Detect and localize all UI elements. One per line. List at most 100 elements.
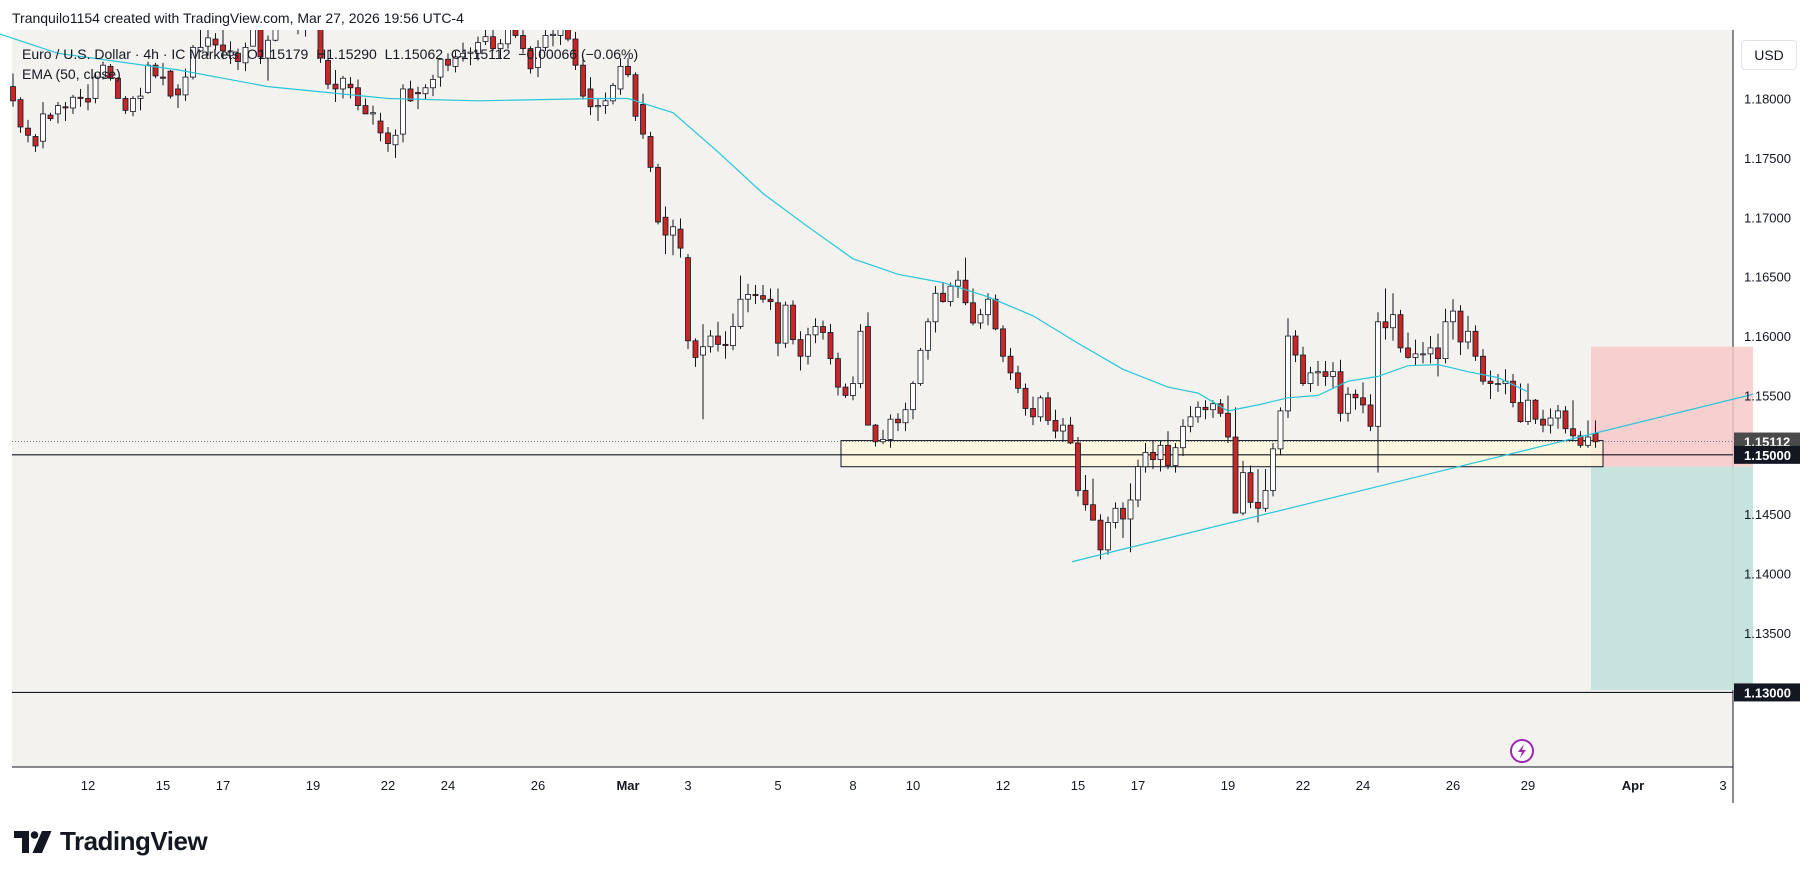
candle-up	[1555, 410, 1561, 419]
candle-down	[175, 88, 181, 96]
candle-up	[1412, 353, 1419, 358]
candle-down	[895, 418, 901, 424]
candle-up	[197, 46, 204, 52]
candle-down	[842, 386, 849, 396]
candle-up	[737, 298, 744, 327]
candle-up	[610, 84, 616, 102]
candle-down	[655, 166, 661, 223]
legend-change: −0.00066 (−0.06%)	[518, 46, 639, 62]
tradingview-logo-text: TradingView	[60, 826, 208, 856]
candle-down	[415, 92, 421, 95]
candle-up	[550, 33, 556, 36]
time-tick-label: Apr	[1622, 778, 1644, 793]
candle-up	[602, 100, 609, 106]
price-tick-label: 1.16000	[1744, 329, 1791, 344]
time-tick-label: 24	[1356, 778, 1370, 793]
candle-up	[190, 46, 196, 78]
candle-down	[1097, 519, 1104, 551]
ema-50-line	[0, 33, 1529, 412]
price-tick-label: 1.17500	[1744, 151, 1791, 166]
candle-down	[1075, 442, 1081, 491]
candle-down	[490, 36, 496, 49]
candle-up	[782, 304, 789, 344]
candle-down	[362, 105, 369, 115]
candle-up	[1495, 383, 1501, 385]
candle-up	[430, 79, 436, 89]
time-tick-label: 12	[996, 778, 1010, 793]
candle-down	[1577, 435, 1584, 446]
candle-down	[407, 88, 414, 102]
candle-down	[355, 87, 361, 106]
candle-up	[400, 88, 406, 135]
candle-up	[1105, 522, 1111, 551]
candle-up	[947, 285, 954, 302]
candle-up	[1465, 330, 1471, 343]
candle-down	[872, 424, 879, 443]
candle-up	[392, 134, 399, 146]
candle-down	[692, 340, 699, 358]
candle-down	[445, 58, 451, 66]
candle-down	[1592, 433, 1599, 443]
candle-down	[332, 83, 339, 90]
legend-open: O1.15179	[246, 46, 309, 62]
candle-up	[917, 349, 924, 384]
bolt-icon[interactable]	[1510, 739, 1534, 763]
price-chart[interactable]: 1.18000 1.17500 1.17000 1.16500 1.16000 1.155…	[0, 30, 1815, 803]
currency-button[interactable]: USD	[1741, 40, 1797, 70]
horizontal-lines	[12, 441, 1733, 694]
candle-down	[1367, 404, 1374, 427]
candle-down	[767, 298, 774, 302]
candle-up	[497, 43, 504, 49]
candle-up	[977, 314, 984, 324]
candle-up	[100, 64, 106, 78]
candle-up	[1390, 314, 1396, 329]
candle-up	[40, 113, 46, 142]
candle-up	[805, 334, 811, 357]
candle-down	[107, 65, 114, 79]
chart-legend: Euro / U.S. Dollar · 4h · IC Markets O1.…	[22, 44, 638, 84]
candle-up	[475, 42, 481, 54]
candle-up	[542, 35, 549, 48]
candle-down	[625, 65, 631, 76]
candle-up	[1195, 406, 1201, 418]
candle-down	[1255, 501, 1261, 509]
candle-down	[1405, 347, 1411, 358]
candle-up	[1172, 447, 1179, 466]
candle-down	[77, 96, 84, 99]
candle-up	[910, 383, 916, 411]
candle-up	[1277, 410, 1284, 450]
candle-up	[707, 335, 714, 348]
candle-down	[760, 295, 766, 300]
support-zone-rectangle	[840, 440, 1604, 468]
candle-down	[317, 30, 324, 59]
legend-symbol[interactable]: Euro / U.S. Dollar · 4h · IC Markets	[22, 46, 240, 62]
chart-pane[interactable]	[12, 30, 1733, 767]
candle-up	[880, 438, 886, 443]
candle-down	[62, 106, 69, 109]
candle-down	[632, 74, 639, 117]
candle-up	[1345, 393, 1351, 414]
candle-down	[970, 302, 976, 324]
time-tick-label: 15	[156, 778, 170, 793]
candle-up	[1450, 310, 1456, 323]
time-tick-label: 24	[441, 778, 455, 793]
price-tick-label: 1.18000	[1744, 91, 1791, 106]
take-profit-zone	[1591, 466, 1753, 691]
candle-up	[812, 326, 819, 336]
candle-up	[1427, 347, 1434, 355]
price-badge-text: 1.15000	[1744, 448, 1791, 463]
candle-down	[212, 38, 219, 46]
candle-down	[1292, 335, 1299, 356]
candle-down	[520, 35, 526, 49]
candle-up	[1375, 321, 1381, 427]
chart-credit: Tranquilo1154 created with TradingView.c…	[12, 10, 464, 26]
legend-indicator[interactable]: EMA (50, close)	[22, 66, 121, 82]
candle-down	[677, 228, 684, 249]
candle-down	[257, 30, 264, 58]
candle-down	[715, 335, 721, 345]
candle-up	[595, 105, 601, 108]
candle-down	[1165, 444, 1171, 466]
candle-down	[1337, 371, 1344, 414]
price-badge-text: 1.15112	[1744, 435, 1790, 450]
candle-up	[467, 51, 474, 54]
